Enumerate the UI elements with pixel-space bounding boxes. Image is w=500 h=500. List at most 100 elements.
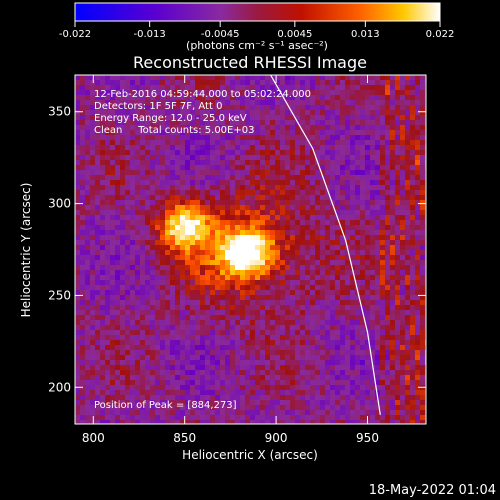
heatmap-cell — [270, 345, 275, 350]
heatmap-cell — [190, 120, 195, 125]
heatmap-cell — [375, 80, 380, 85]
heatmap-cell — [410, 125, 415, 130]
heatmap-cell — [265, 215, 270, 220]
heatmap-cell — [125, 380, 130, 385]
heatmap-cell — [335, 105, 340, 110]
heatmap-cell — [135, 150, 140, 155]
heatmap-cell — [220, 335, 225, 340]
heatmap-cell — [385, 100, 390, 105]
heatmap-cell — [270, 400, 275, 405]
heatmap-cell — [285, 140, 290, 145]
heatmap-cell — [320, 260, 325, 265]
heatmap-cell — [225, 330, 230, 335]
heatmap-cell — [120, 155, 125, 160]
heatmap-cell — [95, 395, 100, 400]
heatmap-cell — [305, 335, 310, 340]
heatmap-cell — [155, 145, 160, 150]
heatmap-cell — [360, 130, 365, 135]
heatmap-cell — [115, 305, 120, 310]
heatmap-cell — [305, 260, 310, 265]
heatmap-cell — [75, 125, 80, 130]
heatmap-cell — [95, 240, 100, 245]
heatmap-cell — [270, 310, 275, 315]
heatmap-cell — [415, 340, 420, 345]
heatmap-cell — [175, 360, 180, 365]
heatmap-cell — [100, 120, 105, 125]
heatmap-cell — [95, 150, 100, 155]
heatmap-cell — [225, 175, 230, 180]
heatmap-cell — [170, 120, 175, 125]
heatmap-cell — [260, 385, 265, 390]
heatmap-cell — [285, 75, 290, 80]
heatmap-cell — [345, 90, 350, 95]
heatmap-cell — [155, 220, 160, 225]
heatmap-cell — [220, 245, 225, 250]
heatmap-cell — [195, 100, 200, 105]
heatmap-cell — [415, 250, 420, 255]
heatmap-cell — [90, 215, 95, 220]
heatmap-cell — [150, 265, 155, 270]
heatmap-cell — [390, 210, 395, 215]
heatmap-cell — [385, 275, 390, 280]
heatmap-cell — [405, 185, 410, 190]
heatmap-cell — [280, 230, 285, 235]
heatmap-cell — [325, 165, 330, 170]
heatmap-cell — [365, 250, 370, 255]
heatmap-cell — [345, 380, 350, 385]
heatmap-cell — [380, 160, 385, 165]
heatmap-cell — [335, 190, 340, 195]
heatmap-cell — [150, 260, 155, 265]
heatmap-cell — [195, 345, 200, 350]
heatmap-cell — [200, 340, 205, 345]
heatmap-cell — [275, 390, 280, 395]
heatmap-cell — [275, 400, 280, 405]
heatmap-cell — [180, 300, 185, 305]
heatmap-cell — [405, 395, 410, 400]
heatmap-cell — [225, 415, 230, 420]
heatmap-cell — [150, 250, 155, 255]
heatmap-cell — [155, 360, 160, 365]
heatmap-cell — [360, 385, 365, 390]
heatmap-cell — [150, 365, 155, 370]
heatmap-cell — [180, 190, 185, 195]
heatmap-cell — [410, 270, 415, 275]
heatmap-cell — [265, 230, 270, 235]
heatmap-cell — [200, 335, 205, 340]
heatmap-cell — [175, 340, 180, 345]
heatmap-cell — [165, 265, 170, 270]
heatmap-cell — [180, 185, 185, 190]
heatmap-cell — [105, 155, 110, 160]
colorbar-tick-label: 0.0045 — [277, 29, 312, 40]
heatmap-cell — [350, 105, 355, 110]
heatmap-cell — [395, 265, 400, 270]
heatmap-cell — [205, 315, 210, 320]
heatmap-cell — [95, 180, 100, 185]
heatmap-cell — [75, 280, 80, 285]
heatmap-cell — [375, 95, 380, 100]
heatmap-cell — [245, 135, 250, 140]
heatmap-cell — [395, 135, 400, 140]
heatmap-cell — [235, 295, 240, 300]
heatmap-cell — [100, 285, 105, 290]
heatmap-cell — [210, 160, 215, 165]
heatmap-cell — [95, 110, 100, 115]
heatmap-cell — [315, 140, 320, 145]
heatmap-cell — [215, 75, 220, 80]
heatmap-cell — [260, 200, 265, 205]
heatmap-cell — [355, 75, 360, 80]
heatmap-cell — [320, 255, 325, 260]
heatmap-cell — [395, 130, 400, 135]
heatmap-cell — [260, 185, 265, 190]
heatmap-cell — [360, 140, 365, 145]
heatmap-cell — [265, 335, 270, 340]
heatmap-cell — [275, 110, 280, 115]
heatmap-cell — [145, 155, 150, 160]
heatmap-cell — [235, 375, 240, 380]
heatmap-cell — [355, 365, 360, 370]
heatmap-cell — [85, 90, 90, 95]
heatmap-cell — [150, 75, 155, 80]
heatmap-cell — [210, 275, 215, 280]
heatmap-cell — [275, 140, 280, 145]
heatmap-cell — [360, 100, 365, 105]
heatmap-cell — [195, 140, 200, 145]
